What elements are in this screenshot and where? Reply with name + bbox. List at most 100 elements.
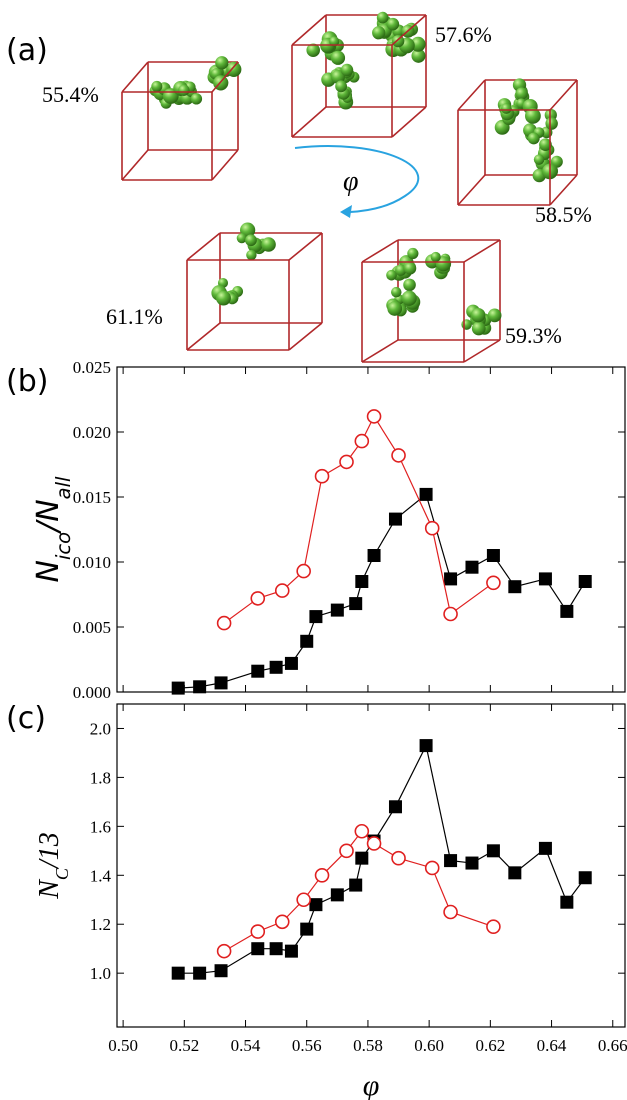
snapshot-label: 59.3%: [505, 323, 562, 348]
particle: [501, 103, 512, 114]
x-tick-label: 0.62: [475, 1036, 505, 1055]
cube-edge: [457, 174, 486, 206]
square-marker: [193, 680, 207, 694]
cube-edge: [549, 174, 578, 206]
square-marker: [349, 597, 363, 611]
cube-edge: [186, 232, 221, 261]
cube-edge: [463, 239, 501, 263]
circle-marker: [443, 606, 458, 622]
circle-marker: [339, 454, 354, 470]
y-tick-label: 0.025: [73, 358, 111, 377]
square-marker: [444, 854, 458, 868]
cube-edge: [457, 79, 486, 111]
circle-marker: [486, 919, 501, 934]
cube-edge: [291, 14, 327, 46]
square-marker: [309, 610, 323, 624]
square-marker: [309, 898, 323, 912]
square-marker: [538, 841, 552, 855]
cube-edge: [549, 79, 578, 111]
particle: [372, 26, 386, 40]
square-marker: [560, 604, 574, 618]
cube-edge: [361, 339, 399, 363]
cube-edge: [211, 61, 239, 93]
snapshot-label: 57.6%: [435, 22, 492, 47]
y-axis-label-part: C: [52, 867, 72, 880]
y-axis-label-part: /N: [31, 499, 66, 535]
panel-label: (c): [6, 701, 46, 736]
particle: [335, 80, 348, 93]
series-line: [178, 493, 586, 689]
y-tick-label: 1.2: [90, 915, 111, 934]
square-marker: [193, 966, 207, 980]
square-marker: [578, 575, 592, 588]
circle-marker: [339, 843, 354, 859]
circle-marker: [274, 914, 290, 930]
y-tick-label: 1.4: [90, 866, 112, 885]
snapshot-cube: [121, 56, 242, 181]
particle: [515, 87, 528, 100]
particle: [387, 301, 403, 316]
y-tick-label: 0.010: [73, 553, 111, 572]
x-tick-label: 0.52: [169, 1036, 199, 1055]
circle-marker: [424, 520, 440, 536]
square-marker: [486, 549, 500, 562]
square-marker: [444, 572, 458, 586]
y-axis-label-part: N: [34, 879, 65, 900]
particle: [487, 308, 502, 323]
cube-edge: [186, 322, 221, 351]
particle: [403, 278, 416, 292]
particle: [151, 80, 163, 92]
circle-marker: [391, 448, 406, 463]
square-marker: [300, 922, 314, 936]
x-tick-label: 0.60: [414, 1036, 444, 1055]
y-tick-label: 0.020: [73, 423, 111, 442]
particle: [539, 138, 552, 152]
particle: [403, 262, 417, 275]
square-marker: [214, 676, 228, 690]
square-marker: [465, 560, 479, 574]
particle: [340, 63, 354, 77]
y-axis-label-part: N: [31, 560, 66, 582]
snapshot-cube: [186, 222, 323, 351]
x-tick-label: 0.64: [537, 1036, 567, 1055]
y-axis-label: NC/13: [34, 832, 72, 900]
particle: [407, 247, 419, 260]
particle: [329, 36, 340, 47]
cube-edge: [391, 106, 427, 138]
circle-marker: [216, 943, 232, 959]
particle: [246, 249, 257, 261]
x-axis-label: φ: [363, 1069, 380, 1100]
circle-marker: [366, 836, 382, 851]
cube-edge: [361, 239, 399, 263]
snapshot-label: 58.5%: [535, 202, 592, 227]
particle: [545, 117, 558, 130]
snapshot-label: 61.1%: [106, 304, 163, 329]
y-tick-label: 1.6: [90, 817, 111, 836]
square-marker: [355, 575, 369, 588]
y-tick-label: 0.005: [73, 618, 111, 637]
square-marker: [578, 871, 592, 885]
snapshot-cube: [291, 11, 427, 138]
particle: [524, 108, 541, 124]
arrow-head: [340, 205, 352, 218]
circle-marker: [366, 409, 382, 424]
particle: [215, 56, 229, 70]
snapshot-label: 55.4%: [42, 82, 99, 107]
snapshot-cube: [361, 239, 502, 363]
cube-edge: [463, 339, 501, 363]
particle: [401, 290, 417, 306]
arrow-label: φ: [343, 166, 359, 197]
cube-edge: [288, 322, 323, 351]
square-marker: [560, 895, 574, 909]
y-axis-label: Nico/Nall: [31, 476, 75, 582]
y-tick-label: 0.015: [73, 488, 111, 507]
square-marker: [419, 487, 433, 501]
particle: [245, 234, 257, 247]
circle-marker: [250, 924, 266, 939]
particle: [386, 17, 400, 31]
cube-edge: [291, 106, 327, 138]
circle-marker: [216, 615, 232, 631]
circle-marker: [250, 591, 266, 606]
circle-marker: [443, 904, 458, 920]
square-marker: [538, 572, 552, 586]
